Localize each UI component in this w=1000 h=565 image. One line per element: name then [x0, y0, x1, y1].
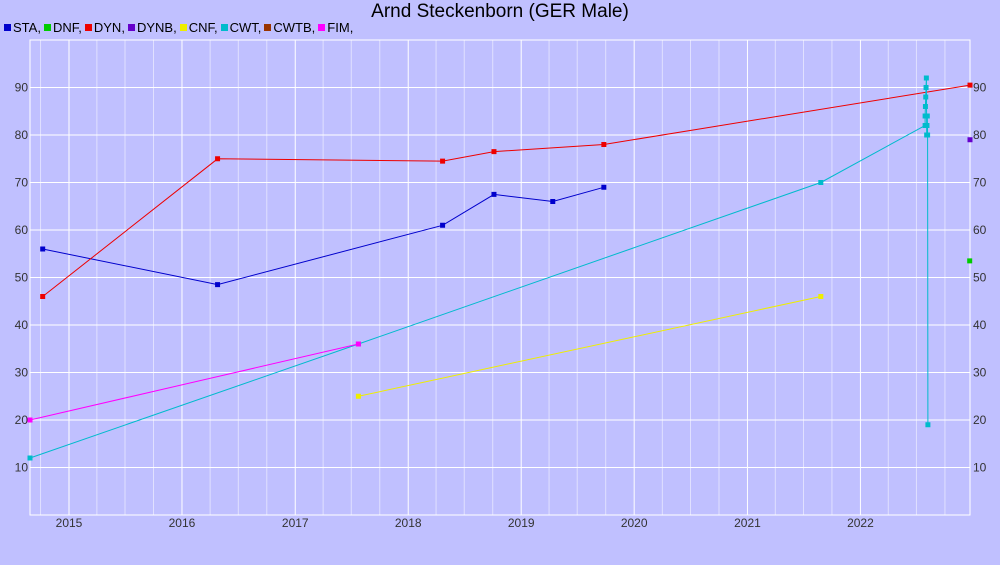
- legend-label: DYNB: [136, 20, 174, 35]
- legend-separator: ,: [349, 20, 354, 35]
- y-tick-label-right: 30: [973, 366, 987, 380]
- y-tick-label-left: 90: [15, 81, 29, 95]
- y-tick-label-right: 10: [973, 461, 987, 475]
- data-point-cnf: [355, 393, 361, 399]
- data-point-cwt: [924, 113, 930, 119]
- data-point-cwt: [922, 104, 928, 109]
- data-point-cwt: [925, 132, 931, 138]
- legend-separator: ,: [213, 20, 218, 35]
- data-point-sta: [40, 246, 46, 252]
- legend-swatch: [220, 24, 228, 31]
- chart-title: Arnd Steckenborn (GER Male): [371, 1, 629, 22]
- legend-item-cnf: CNF,: [179, 20, 218, 36]
- y-tick-label-left: 10: [15, 461, 29, 475]
- legend-swatch: [4, 24, 11, 31]
- legend-item-dynb: DYNB,: [127, 20, 177, 36]
- legend-swatch: [84, 24, 92, 31]
- y-tick-label-left: 70: [15, 176, 29, 190]
- x-tick-label: 2019: [508, 516, 535, 530]
- legend-separator: ,: [121, 20, 125, 35]
- data-point-dyn: [491, 149, 497, 155]
- legend-label: DYN: [93, 20, 122, 35]
- x-tick-label: 2017: [282, 516, 309, 530]
- y-tick-label-right: 60: [973, 223, 987, 237]
- x-tick-label: 2016: [169, 516, 196, 530]
- data-point-fim: [27, 417, 33, 423]
- y-tick-label-right: 70: [973, 176, 987, 190]
- x-tick-label: 2020: [621, 516, 648, 530]
- x-tick-label: 2022: [847, 516, 874, 530]
- legend: STA, DNF, DYN, DYNB, CNF, CWT, CWTB, FIM,: [4, 20, 356, 36]
- y-tick-label-right: 20: [973, 413, 987, 427]
- data-point-dyn: [40, 294, 46, 299]
- data-point-cwt: [923, 75, 929, 81]
- data-point-cwt: [925, 422, 931, 428]
- legend-label: CNF: [188, 20, 214, 35]
- data-point-dyn: [440, 158, 446, 164]
- data-point-sta: [491, 191, 497, 197]
- y-tick-label-right: 90: [973, 81, 987, 95]
- legend-item-cwt: CWT,: [220, 20, 262, 36]
- legend-label: FIM: [327, 20, 350, 35]
- legend-separator: ,: [78, 20, 82, 35]
- data-point-cwt: [818, 180, 824, 185]
- legend-item-fim: FIM,: [318, 20, 353, 36]
- y-tick-label-left: 30: [15, 366, 29, 380]
- series-line-dyn: [42, 84, 971, 297]
- x-tick-label: 2015: [56, 516, 83, 530]
- x-tick-label: 2021: [734, 516, 761, 530]
- data-point-cnf: [818, 294, 824, 299]
- data-point-cwt: [923, 85, 929, 90]
- y-tick-label-right: 40: [973, 318, 987, 332]
- data-point-dynb: [967, 137, 973, 143]
- y-tick-label-right: 50: [973, 271, 987, 285]
- y-tick-label-left: 80: [15, 128, 29, 142]
- series-line-fim: [29, 343, 359, 421]
- plot-frame: [29, 39, 971, 516]
- data-point-sta: [215, 282, 221, 288]
- data-point-dyn: [967, 82, 973, 88]
- data-point-cwt: [27, 455, 33, 461]
- series-line-sta: [42, 186, 604, 286]
- x-tick-label: 2018: [395, 516, 422, 530]
- legend-swatch: [127, 24, 135, 31]
- legend-swatch: [43, 24, 51, 31]
- y-tick-label-left: 50: [15, 271, 29, 285]
- legend-item-cwtb: CWTB,: [264, 20, 315, 36]
- y-tick-label-left: 60: [15, 223, 29, 237]
- legend-label: DNF: [52, 20, 79, 35]
- series-line-cnf: [358, 296, 821, 397]
- data-point-sta: [601, 184, 607, 190]
- data-point-fim: [355, 341, 361, 347]
- y-tick-label-left: 20: [15, 413, 29, 427]
- y-tick-label-left: 40: [15, 318, 29, 332]
- data-point-cwt: [923, 94, 929, 100]
- legend-swatch: [264, 24, 272, 31]
- legend-item-sta: STA,: [4, 20, 41, 36]
- legend-separator: ,: [257, 20, 262, 35]
- legend-separator: ,: [173, 20, 177, 35]
- data-point-dyn: [601, 142, 607, 147]
- legend-separator: ,: [311, 20, 316, 35]
- data-point-cwt: [924, 123, 930, 128]
- y-tick-label-right: 80: [973, 128, 987, 142]
- legend-label: CWTB: [273, 20, 312, 35]
- legend-swatch: [318, 24, 326, 31]
- legend-label: STA: [13, 20, 38, 35]
- legend-separator: ,: [37, 20, 41, 35]
- legend-item-dyn: DYN,: [84, 20, 125, 36]
- legend-label: CWT: [229, 20, 258, 35]
- data-point-sta: [440, 222, 446, 228]
- data-point-dnf: [967, 258, 973, 264]
- data-point-dyn: [215, 156, 221, 162]
- data-point-sta: [550, 199, 556, 204]
- legend-item-dnf: DNF,: [43, 20, 82, 36]
- legend-swatch: [179, 24, 187, 31]
